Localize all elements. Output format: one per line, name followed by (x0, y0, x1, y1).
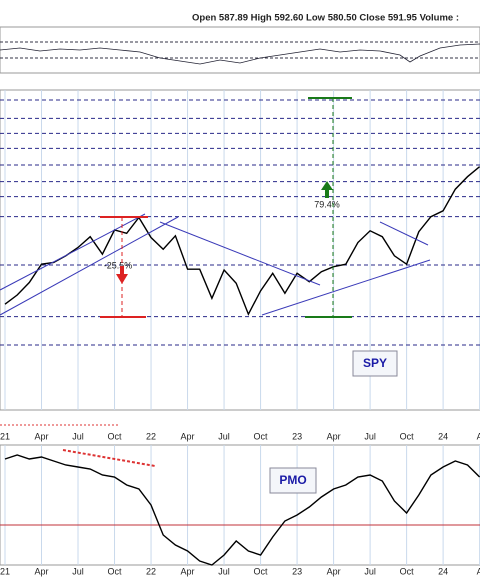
trend-line (0, 216, 179, 316)
x-tick-label: 21 (0, 431, 10, 441)
x-tick-label: Apr (35, 566, 49, 576)
series-line (4, 454, 480, 566)
x-tick-label: 21 (0, 566, 10, 576)
x-tick-label: Jul (364, 566, 376, 576)
price-panel (0, 89, 480, 411)
x-tick-label: Oct (108, 566, 123, 576)
x-tick-label: Oct (108, 431, 123, 441)
annotation: -25.5% (104, 260, 133, 270)
x-tick-label: Jul (218, 566, 230, 576)
x-tick-label: 23 (292, 431, 302, 441)
pmo-trend (62, 449, 156, 467)
x-tick-label: 24 (438, 431, 448, 441)
x-tick-label: Jul (72, 566, 84, 576)
annotation: 79.4% (314, 199, 340, 209)
x-tick-label: Jul (72, 431, 84, 441)
x-tick-label: Oct (400, 566, 415, 576)
price-header: Open 587.89 High 592.60 Low 580.50 Close… (192, 13, 459, 24)
series-line (4, 166, 480, 316)
x-tick-label: Oct (254, 566, 269, 576)
arrow-up (321, 181, 333, 198)
indicator-label: PMO (279, 473, 306, 487)
x-tick-label: 24 (438, 566, 448, 576)
trend-line (261, 259, 431, 316)
x-tick-label: Apr (327, 431, 341, 441)
x-tick-label: A (477, 566, 480, 576)
trend-line (379, 221, 429, 246)
axis-band (0, 418, 480, 445)
x-tick-label: Jul (364, 431, 376, 441)
arrow-down (116, 266, 128, 284)
x-tick-label: Apr (327, 566, 341, 576)
x-tick-label: 23 (292, 566, 302, 576)
indicator-trace (0, 43, 480, 65)
x-tick-label: Oct (400, 431, 415, 441)
x-tick-label: 22 (146, 431, 156, 441)
x-tick-label: A (477, 431, 480, 441)
symbol-label: SPY (363, 356, 387, 370)
trend-line (159, 221, 321, 286)
pmo-panel (0, 444, 480, 566)
x-tick-label: Apr (35, 431, 49, 441)
x-tick-label: Apr (181, 566, 195, 576)
x-tick-label: Apr (181, 431, 195, 441)
x-tick-label: Oct (254, 431, 269, 441)
label-box (269, 467, 317, 494)
trend-line (0, 213, 146, 291)
x-tick-label: 22 (146, 566, 156, 576)
label-box (352, 350, 398, 377)
x-tick-label: Jul (218, 431, 230, 441)
